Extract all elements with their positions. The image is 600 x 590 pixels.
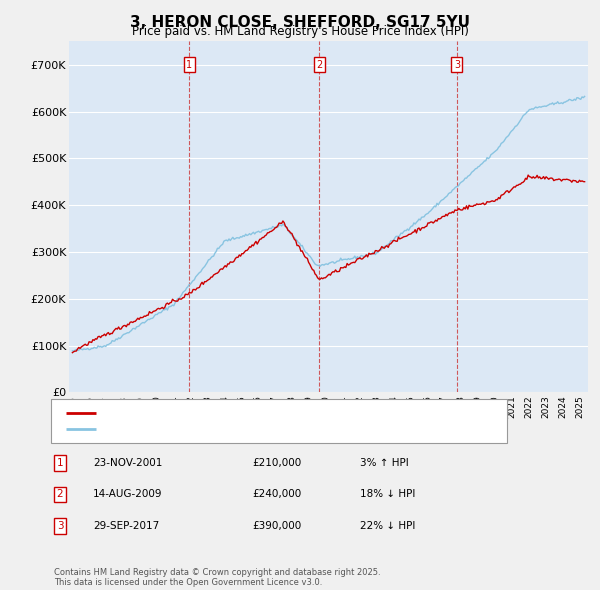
Text: 1: 1 — [186, 60, 192, 70]
Text: £390,000: £390,000 — [252, 521, 301, 530]
Text: 3: 3 — [56, 521, 64, 530]
Text: 3, HERON CLOSE, SHEFFORD, SG17 5YU: 3, HERON CLOSE, SHEFFORD, SG17 5YU — [130, 15, 470, 30]
Text: 29-SEP-2017: 29-SEP-2017 — [93, 521, 159, 530]
Text: 1: 1 — [56, 458, 64, 468]
Text: £210,000: £210,000 — [252, 458, 301, 468]
Text: 3, HERON CLOSE, SHEFFORD, SG17 5YU (detached house): 3, HERON CLOSE, SHEFFORD, SG17 5YU (deta… — [102, 408, 388, 418]
Text: 2: 2 — [56, 490, 64, 499]
Text: 3% ↑ HPI: 3% ↑ HPI — [360, 458, 409, 468]
Text: HPI: Average price, detached house, Central Bedfordshire: HPI: Average price, detached house, Cent… — [102, 424, 383, 434]
Text: 23-NOV-2001: 23-NOV-2001 — [93, 458, 163, 468]
Text: £240,000: £240,000 — [252, 490, 301, 499]
Text: 3: 3 — [454, 60, 460, 70]
Text: Contains HM Land Registry data © Crown copyright and database right 2025.
This d: Contains HM Land Registry data © Crown c… — [54, 568, 380, 587]
Text: 14-AUG-2009: 14-AUG-2009 — [93, 490, 163, 499]
Text: 22% ↓ HPI: 22% ↓ HPI — [360, 521, 415, 530]
Text: Price paid vs. HM Land Registry's House Price Index (HPI): Price paid vs. HM Land Registry's House … — [131, 25, 469, 38]
Text: 2: 2 — [316, 60, 322, 70]
Text: 18% ↓ HPI: 18% ↓ HPI — [360, 490, 415, 499]
